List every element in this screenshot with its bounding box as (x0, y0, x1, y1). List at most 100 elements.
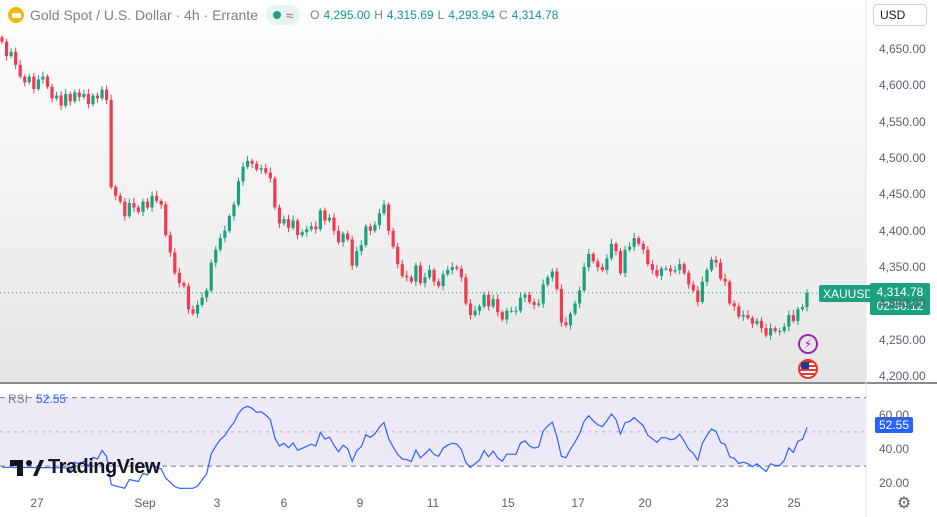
candle-body (500, 312, 504, 320)
time-tick-label: 6 (280, 496, 288, 510)
candle-body (468, 303, 473, 316)
time-tick-label: 9 (356, 496, 364, 510)
candle-body (23, 76, 27, 83)
candle-body (182, 283, 186, 286)
gear-icon[interactable]: ⚙ (896, 495, 912, 512)
price-tick-label: 4,450.00 (879, 187, 926, 202)
candle-body (800, 307, 805, 310)
candle-body (705, 270, 709, 282)
candle-body (709, 259, 714, 270)
us-flag-icon[interactable] (798, 359, 818, 379)
candle-body (91, 95, 95, 105)
price-tick-label: 4,550.00 (879, 114, 926, 129)
candle-body (668, 268, 673, 272)
candle-body (250, 160, 254, 164)
candle-body (50, 86, 54, 99)
candle-body (177, 272, 181, 284)
candle-body (400, 264, 404, 276)
candle-body (386, 204, 391, 231)
candle-body (364, 226, 368, 246)
price-tick-label: 4,200.00 (879, 369, 926, 384)
gold-bars-icon (8, 7, 24, 23)
rsi-name: RSI (8, 392, 29, 406)
price-pane (0, 0, 866, 382)
tradingview-logo-text: TradingView (48, 456, 160, 478)
candle-body (214, 249, 218, 263)
candle-body (764, 328, 768, 336)
candle-body (114, 187, 118, 196)
currency-selector[interactable]: USD (873, 4, 927, 26)
candle-body (714, 259, 718, 263)
candle-body (264, 168, 268, 173)
candle-body (427, 270, 432, 278)
rsi-tick-label: 20.00 (879, 476, 910, 491)
candle-body (537, 303, 541, 305)
candle-body (737, 306, 741, 317)
candle-body (300, 232, 304, 236)
candle-body (450, 267, 454, 270)
candle-body (455, 267, 459, 269)
visibility-toggle[interactable]: ≈ (265, 5, 301, 25)
rsi-tick-label: 40.00 (879, 441, 910, 456)
candle-body (73, 92, 77, 102)
candle-body (459, 268, 463, 278)
candle-body (336, 230, 341, 243)
high-value: 4,315.69 (386, 8, 434, 22)
time-tick-label: 11 (426, 496, 440, 510)
time-tick-label: 15 (501, 496, 515, 510)
last-price: 4,314.78 (876, 285, 924, 299)
candle-body (573, 303, 577, 314)
candle-body (655, 270, 659, 276)
candle-body (209, 262, 213, 291)
candle-body (423, 277, 427, 284)
lightning-bolt-icon[interactable]: ⚡ (798, 334, 818, 354)
low-value: 4,293.94 (448, 8, 495, 22)
candle-body (64, 94, 68, 106)
candle-body (255, 163, 259, 170)
candle-body (637, 238, 641, 244)
candle-body (18, 64, 22, 77)
candle-body (432, 270, 436, 282)
tradingview-logo[interactable]: TradingView (10, 456, 160, 479)
candle-body (600, 267, 604, 270)
candle-body (27, 76, 31, 83)
candle-body (350, 239, 354, 266)
rsi-line (1, 405, 808, 490)
candle-body (564, 322, 568, 326)
candle-body (259, 168, 263, 170)
tradingview-logo-icon (10, 459, 44, 476)
candle-body (286, 219, 291, 228)
candle-body (241, 166, 245, 182)
candle-body (568, 313, 573, 326)
rsi-legend[interactable]: RSI 52.55 (8, 392, 66, 406)
bar-countdown: 02:50:12 (876, 299, 924, 313)
open-value: 4,295.00 (323, 8, 371, 22)
candle-body (691, 284, 695, 291)
candle-body (355, 251, 359, 266)
candle-body (359, 245, 363, 252)
candle-body (9, 51, 13, 57)
candle-body (759, 320, 764, 329)
symbol-header[interactable]: Gold Spot / U.S. Dollar · 4h · Errante ≈… (8, 4, 558, 26)
candle-body (77, 92, 81, 97)
candle-body (623, 249, 627, 273)
close-value: 4,314.78 (511, 8, 559, 22)
candle-body (273, 178, 277, 208)
candle-body (718, 262, 723, 279)
candle-body (587, 254, 591, 268)
high-key: H (374, 8, 383, 22)
candle-body (159, 200, 163, 205)
symbol-title[interactable]: Gold Spot / U.S. Dollar · 4h · Errante (30, 7, 258, 23)
candle-body (32, 76, 36, 89)
candle-body (86, 94, 91, 105)
candle-body (223, 230, 227, 238)
candle-body (591, 254, 595, 262)
candle-body (796, 309, 800, 321)
candle-body (532, 302, 536, 305)
candle-body (41, 76, 45, 80)
candle-body (509, 310, 513, 312)
candle-body (559, 288, 563, 323)
candle-body (632, 238, 636, 247)
candle-body (118, 195, 122, 202)
